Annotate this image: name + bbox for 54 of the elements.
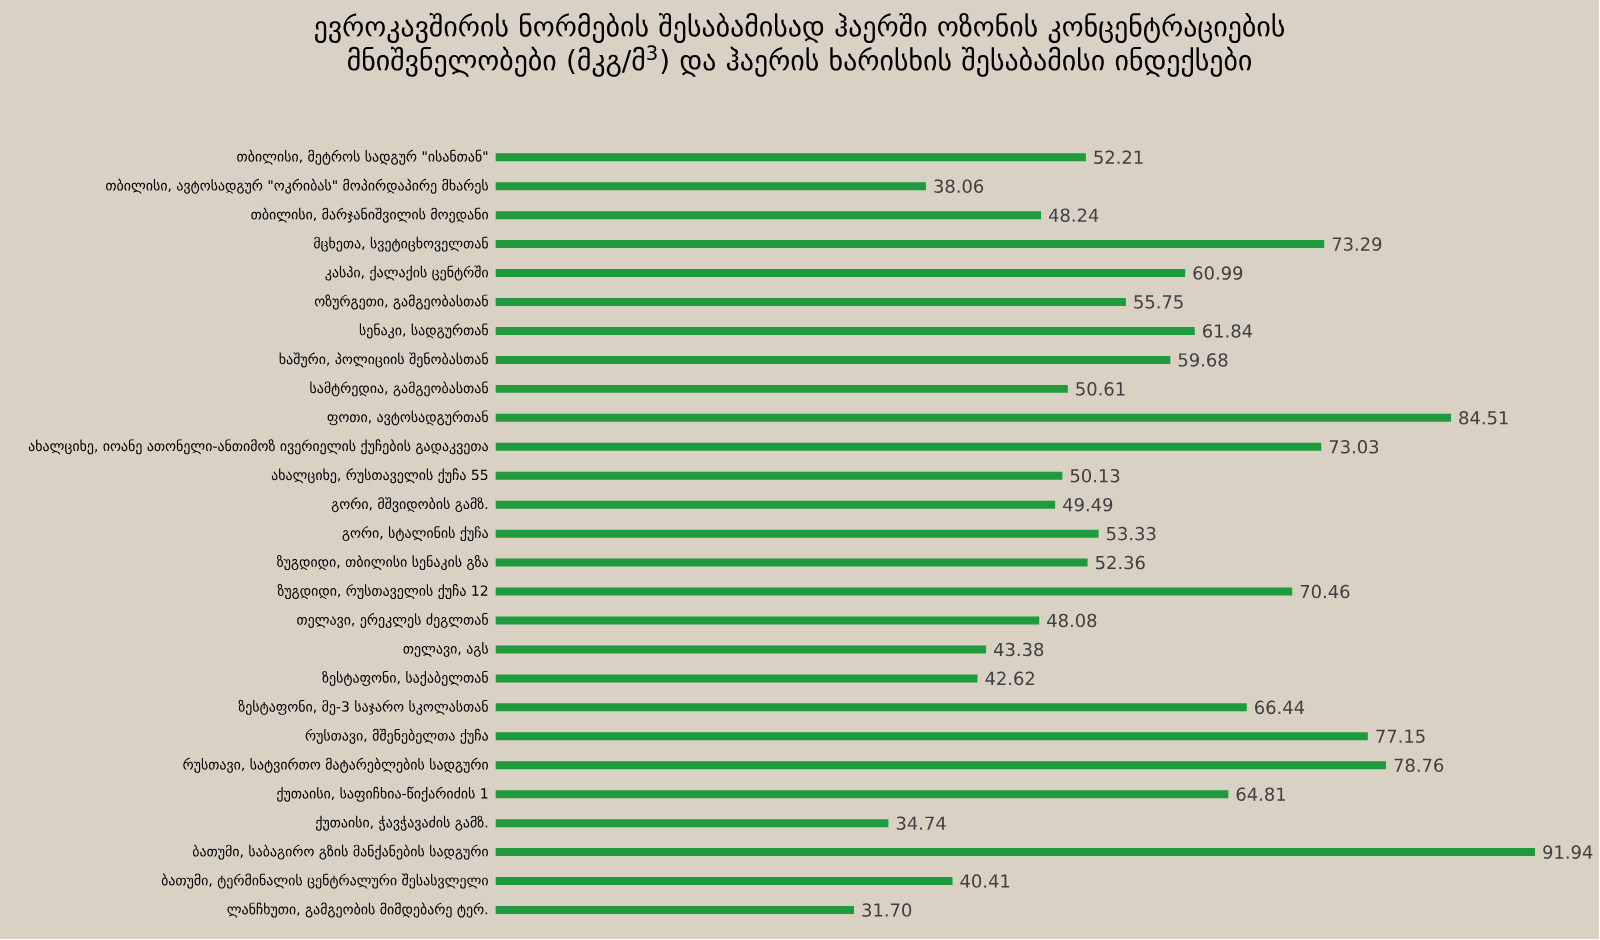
- data-label: 38.06: [934, 179, 984, 194]
- bar: [495, 153, 1086, 162]
- data-label: 42.62: [985, 671, 1035, 686]
- bar: [495, 790, 1229, 799]
- data-label: 48.08: [1047, 614, 1097, 628]
- data-label: 59.68: [1178, 353, 1228, 368]
- bar: [495, 674, 978, 683]
- bar: [495, 298, 1126, 307]
- bar: [495, 182, 926, 191]
- bar: [495, 443, 1322, 452]
- bar: [495, 211, 1042, 220]
- bar: [495, 501, 1056, 509]
- bar: [495, 472, 1063, 481]
- bar: [495, 645, 987, 654]
- data-label: 53.33: [1106, 527, 1156, 541]
- data-label: 50.13: [1070, 469, 1120, 483]
- bar: [495, 529, 1099, 538]
- data-label: 50.61: [1076, 382, 1125, 396]
- data-label: 64.81: [1236, 787, 1285, 802]
- bar: [495, 240, 1325, 249]
- bar: [495, 356, 1171, 365]
- data-label: 78.76: [1394, 758, 1444, 773]
- data-label: 61.84: [1203, 324, 1253, 339]
- data-label: 43.38: [993, 642, 1044, 657]
- bar: [495, 761, 1387, 770]
- bar: [495, 703, 1247, 712]
- data-label: 49.49: [1063, 498, 1113, 512]
- chart-title: ევროკავშირის ნორმების შესაბამისად ჰაერში ოზონის კონცენტრაციების მნიშვნელობები (მკგ/მ$^{3}$) და ჰაერის ხარისხის შესაბამისი ინდექსები: [315, 13, 1285, 78]
- data-label: 60.99: [1193, 266, 1243, 281]
- bar: [495, 819, 889, 828]
- data-label: 77.15: [1376, 729, 1425, 744]
- data-label: 66.44: [1255, 700, 1305, 715]
- bar: [495, 385, 1068, 394]
- data-label: 70.46: [1300, 585, 1350, 599]
- bar: [495, 732, 1368, 741]
- data-label: 55.75: [1134, 295, 1183, 309]
- data-label: 73.03: [1329, 440, 1379, 454]
- data-label: 91.94: [1543, 845, 1593, 860]
- bar: [495, 327, 1195, 336]
- data-label: 52.21: [1094, 150, 1143, 165]
- bar: [495, 269, 1186, 278]
- bar: [495, 587, 1293, 596]
- bar: [495, 848, 1536, 857]
- bar: [495, 558, 1088, 567]
- bar: [495, 906, 855, 915]
- data-label: 84.51: [1459, 411, 1508, 425]
- data-label: 52.36: [1096, 556, 1145, 570]
- data-label: 73.29: [1332, 237, 1382, 252]
- bar: [495, 414, 1452, 423]
- bar: [495, 877, 953, 886]
- data-label: 40.41: [960, 874, 1010, 889]
- data-label: 48.24: [1048, 208, 1099, 223]
- data-label: 34.74: [896, 816, 946, 831]
- data-label: 31.70: [862, 903, 912, 918]
